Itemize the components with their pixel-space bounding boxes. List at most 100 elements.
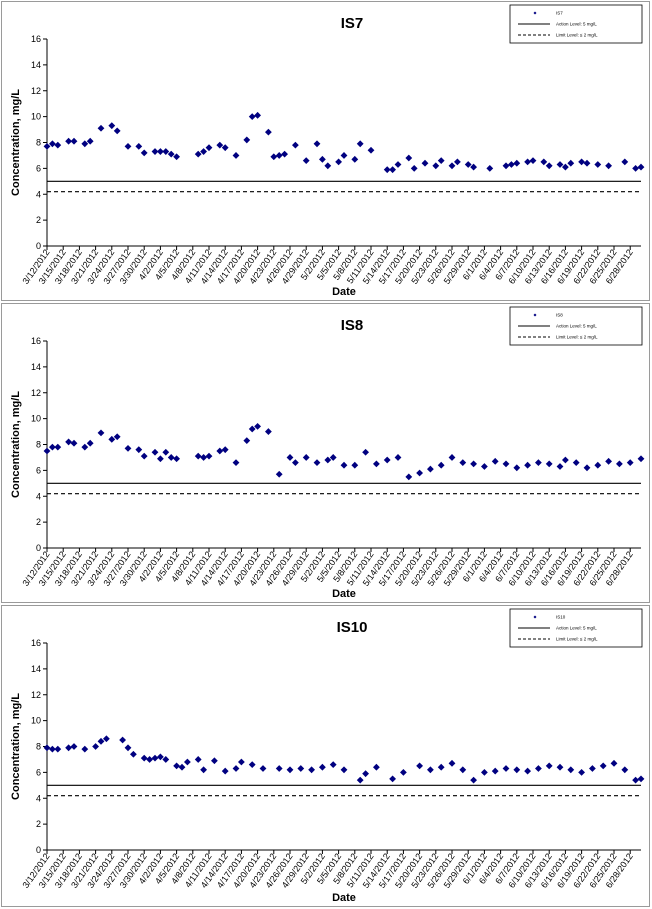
data-point: [524, 461, 531, 469]
data-point: [491, 457, 499, 465]
data-point: [130, 750, 137, 758]
data-point: [578, 768, 585, 776]
data-point: [232, 765, 240, 772]
legend-marker: [533, 615, 537, 619]
data-point: [340, 152, 348, 159]
data-point: [157, 148, 164, 155]
data-point: [599, 762, 607, 770]
data-point: [470, 776, 477, 784]
y-tick-label: 2: [36, 517, 41, 527]
data-point: [113, 433, 121, 441]
legend-entry: Limit Level: ≤ 2 mg/L: [556, 637, 598, 642]
data-point: [400, 768, 407, 776]
data-point: [248, 761, 256, 769]
data-point: [81, 745, 89, 753]
data-point: [243, 437, 251, 445]
data-point: [49, 745, 56, 753]
data-point: [524, 767, 531, 775]
data-point: [292, 141, 299, 149]
y-tick-label: 6: [36, 163, 41, 173]
data-point: [108, 122, 116, 130]
data-point: [286, 766, 294, 774]
data-point: [556, 161, 564, 168]
data-point: [254, 422, 261, 430]
data-point: [502, 765, 510, 772]
legend-entry: Limit Level: ≤ 2 mg/L: [556, 33, 598, 38]
data-point: [589, 765, 596, 772]
data-point: [70, 439, 78, 447]
data-point: [65, 137, 72, 145]
data-point: [416, 762, 423, 770]
data-point: [54, 141, 62, 149]
data-point: [459, 766, 467, 774]
data-point: [248, 113, 256, 121]
data-point: [178, 763, 186, 771]
data-point: [173, 762, 180, 770]
legend-entry: Action Level: 5 mg/L: [556, 626, 597, 631]
data-point: [556, 463, 564, 470]
data-point: [319, 155, 326, 163]
chart-title: IS8: [341, 317, 364, 334]
data-point: [86, 137, 94, 145]
data-point: [313, 459, 321, 467]
data-point: [572, 459, 580, 467]
data-point: [427, 766, 434, 774]
data-point: [49, 140, 56, 148]
data-point: [119, 736, 126, 744]
data-point: [286, 454, 294, 461]
data-point: [140, 452, 148, 460]
data-point: [535, 459, 542, 467]
data-point: [200, 766, 207, 774]
data-point: [194, 150, 202, 158]
y-tick-label: 10: [31, 414, 41, 424]
data-point: [535, 765, 542, 772]
data-point: [184, 758, 191, 766]
y-tick-label: 6: [36, 465, 41, 475]
data-point: [626, 459, 634, 467]
legend-entry: Action Level: 5 mg/L: [556, 324, 597, 329]
data-point: [113, 127, 121, 135]
data-point: [232, 459, 240, 467]
data-point: [265, 428, 272, 435]
data-point: [421, 159, 429, 167]
x-axis-label: Date: [332, 892, 356, 904]
legend-entry: Action Level: 5 mg/L: [556, 22, 597, 27]
data-point: [86, 439, 94, 447]
data-point: [232, 152, 240, 159]
x-axis-label: Date: [332, 286, 356, 298]
data-point: [248, 425, 256, 433]
data-point: [513, 464, 521, 472]
data-point: [216, 447, 224, 455]
data-point: [567, 159, 575, 167]
data-point: [211, 757, 218, 765]
data-point: [637, 163, 645, 171]
y-tick-label: 2: [36, 215, 41, 225]
data-point: [173, 153, 180, 161]
y-tick-label: 14: [31, 664, 41, 674]
data-point: [437, 763, 445, 771]
data-point: [140, 149, 148, 157]
data-point: [605, 162, 612, 170]
data-point: [405, 473, 413, 481]
data-point: [524, 158, 531, 166]
data-point: [124, 744, 132, 752]
data-point: [49, 443, 56, 451]
data-point: [162, 448, 170, 456]
data-point: [356, 140, 364, 148]
y-axis-label: Concentration, mg/L: [10, 693, 22, 800]
y-tick-label: 8: [36, 138, 41, 148]
chart-panel-is10: IS10 Concentration, mg/L Date 0 2 4 6 8 10 12 14 16…: [1, 605, 650, 907]
data-point: [97, 124, 105, 132]
data-point: [151, 448, 159, 456]
data-point: [410, 164, 418, 172]
data-point: [394, 161, 402, 168]
data-point: [167, 454, 175, 461]
data-point: [281, 150, 288, 158]
y-tick-label: 4: [36, 189, 41, 199]
data-point: [43, 744, 51, 752]
legend-marker: [533, 313, 537, 317]
y-tick-label: 10: [31, 716, 41, 726]
data-point: [616, 460, 623, 468]
data-point: [383, 166, 391, 174]
